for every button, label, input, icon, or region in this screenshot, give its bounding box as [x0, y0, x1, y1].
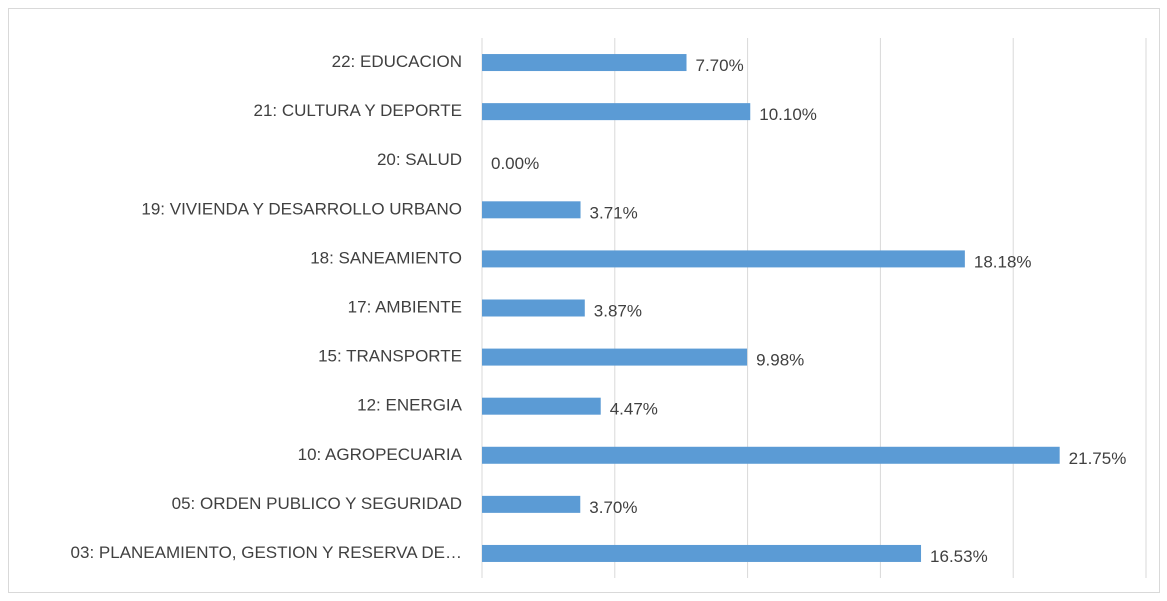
data-label: 7.70%: [696, 56, 744, 75]
data-label: 3.70%: [589, 498, 637, 517]
data-label: 0.00%: [491, 154, 539, 173]
bar: [482, 495, 581, 513]
y-tick-label: 15: TRANSPORTE: [318, 347, 462, 366]
data-label: 3.71%: [590, 203, 638, 222]
y-tick-label: 21: CULTURA Y DEPORTE: [254, 101, 462, 120]
data-label: 21.75%: [1069, 449, 1127, 468]
y-tick-label: 03: PLANEAMIENTO, GESTION Y RESERVA DE…: [71, 543, 462, 562]
bar: [482, 446, 1060, 464]
y-tick-label: 10: AGROPECUARIA: [298, 445, 463, 464]
y-tick-label: 19: VIVIENDA Y DESARROLLO URBANO: [141, 199, 462, 218]
bar: [482, 54, 687, 72]
y-tick-label: 20: SALUD: [377, 150, 462, 169]
bar: [482, 103, 751, 121]
data-label: 4.47%: [610, 400, 658, 419]
bar: [482, 348, 748, 366]
bar: [482, 544, 922, 562]
bar: [482, 250, 965, 268]
data-label: 9.98%: [756, 351, 804, 370]
y-tick-label: 18: SANEAMIENTO: [310, 248, 462, 267]
y-tick-label: 12: ENERGIA: [357, 396, 463, 415]
data-label: 16.53%: [930, 547, 988, 566]
data-label: 3.87%: [594, 301, 642, 320]
bar: [482, 201, 581, 219]
bar: [482, 299, 585, 317]
bar: [482, 397, 601, 415]
data-label: 10.10%: [759, 105, 817, 124]
y-tick-label: 05: ORDEN PUBLICO Y SEGURIDAD: [172, 494, 462, 513]
y-tick-label: 22: EDUCACION: [332, 52, 462, 71]
y-tick-label: 17: AMBIENTE: [348, 297, 462, 316]
data-label: 18.18%: [974, 252, 1032, 271]
